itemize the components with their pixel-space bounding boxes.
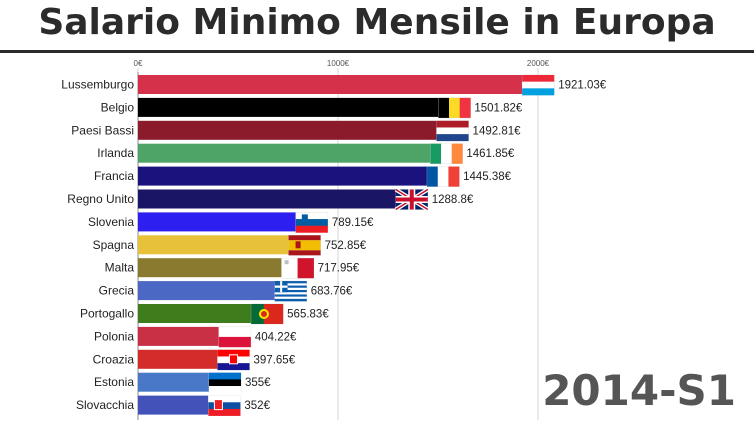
category-label: Malta <box>105 261 135 275</box>
bar-croazia <box>138 349 218 369</box>
category-label: Spagna <box>93 238 135 252</box>
bar-spagna <box>138 235 289 255</box>
bar-francia <box>138 166 428 186</box>
value-label: 683.76€ <box>311 286 353 298</box>
value-label: 1461.85€ <box>466 148 515 160</box>
value-label: 352€ <box>244 400 270 412</box>
value-label: 1445.38€ <box>463 171 512 183</box>
category-label: Irlanda <box>97 146 134 160</box>
bar-irlanda <box>138 143 431 163</box>
category-label: Belgio <box>101 100 135 114</box>
x-tick-label: 0€ <box>134 59 143 68</box>
value-label: 717.95€ <box>318 263 360 275</box>
category-label: Lussemburgo <box>61 78 134 92</box>
value-label: 355€ <box>245 377 271 389</box>
category-label: Estonia <box>94 375 134 389</box>
category-label: Regno Unito <box>67 192 134 206</box>
value-label: 1501.82€ <box>474 102 523 114</box>
bar-estonia <box>138 372 209 392</box>
bar-slovenia <box>138 212 296 232</box>
value-label: 404.22€ <box>255 331 297 343</box>
value-label: 789.15€ <box>332 217 374 229</box>
title-underline <box>0 50 754 53</box>
category-label: Croazia <box>93 352 135 366</box>
category-label: Francia <box>94 169 134 183</box>
value-label: 752.85€ <box>325 240 367 252</box>
bar-slovacchia <box>138 395 209 415</box>
period-label: 2014-S1 <box>542 366 736 415</box>
bar-polonia <box>138 326 219 346</box>
value-label: 397.65€ <box>254 354 296 366</box>
x-tick-label: 2000€ <box>527 59 550 68</box>
bar-malta <box>138 258 282 278</box>
category-label: Paesi Bassi <box>71 123 134 137</box>
value-label: 1921.03€ <box>558 80 607 92</box>
category-label: Slovenia <box>88 215 134 229</box>
bar-belgio <box>138 97 439 117</box>
bar-portogallo <box>138 304 252 323</box>
category-label: Grecia <box>99 284 135 298</box>
bar-regno-unito <box>138 189 396 209</box>
chart-title: Salario Minimo Mensile in Europa <box>38 2 716 43</box>
value-label: 1492.81€ <box>473 125 522 137</box>
bar-grecia <box>138 281 275 301</box>
bar-lussemburgo <box>138 75 523 94</box>
x-tick-label: 1000€ <box>327 59 350 68</box>
category-label: Slovacchia <box>76 398 134 412</box>
value-label: 565.83€ <box>287 309 329 321</box>
category-label: Portogallo <box>80 307 134 321</box>
category-label: Polonia <box>94 329 134 343</box>
bar-paesi-bassi <box>138 120 437 140</box>
value-label: 1288.8€ <box>432 194 474 206</box>
